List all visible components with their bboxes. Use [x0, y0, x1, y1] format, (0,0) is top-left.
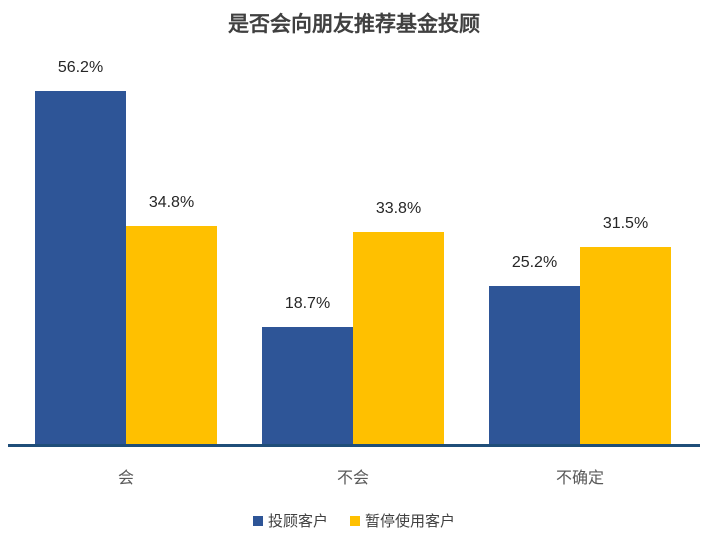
- bar-advisory-1[interactable]: [262, 327, 353, 445]
- x-axis-category-label: 会: [117, 468, 134, 487]
- x-axis-line: [8, 444, 700, 447]
- bar-paused-0[interactable]: [126, 225, 217, 445]
- legend-item-advisory-clients[interactable]: 投顾客户: [252, 510, 328, 531]
- data-label: 33.8%: [375, 200, 422, 218]
- legend: 投顾客户 暂停使用客户: [0, 510, 708, 531]
- bar-advisory-2[interactable]: [489, 286, 580, 445]
- data-label: 18.7%: [284, 295, 331, 313]
- legend-item-paused-clients[interactable]: 暂停使用客户: [350, 510, 455, 531]
- x-axis-category-label: 不会: [336, 468, 369, 487]
- x-axis-category-label: 不确定: [555, 468, 604, 487]
- legend-label: 暂停使用客户: [365, 512, 456, 530]
- chart-title: 是否会向朋友推荐基金投顾: [228, 12, 480, 36]
- bar-paused-1[interactable]: [353, 232, 444, 445]
- data-label: 56.2%: [57, 58, 104, 76]
- legend-label: 投顾客户: [267, 512, 328, 530]
- legend-swatch-blue: [252, 515, 263, 526]
- legend-swatch-yellow: [350, 515, 360, 526]
- data-label: 34.8%: [148, 193, 195, 211]
- bar-paused-2[interactable]: [580, 246, 671, 445]
- data-label: 25.2%: [511, 254, 558, 272]
- data-label: 31.5%: [602, 214, 649, 232]
- bar-advisory-0[interactable]: [35, 90, 126, 445]
